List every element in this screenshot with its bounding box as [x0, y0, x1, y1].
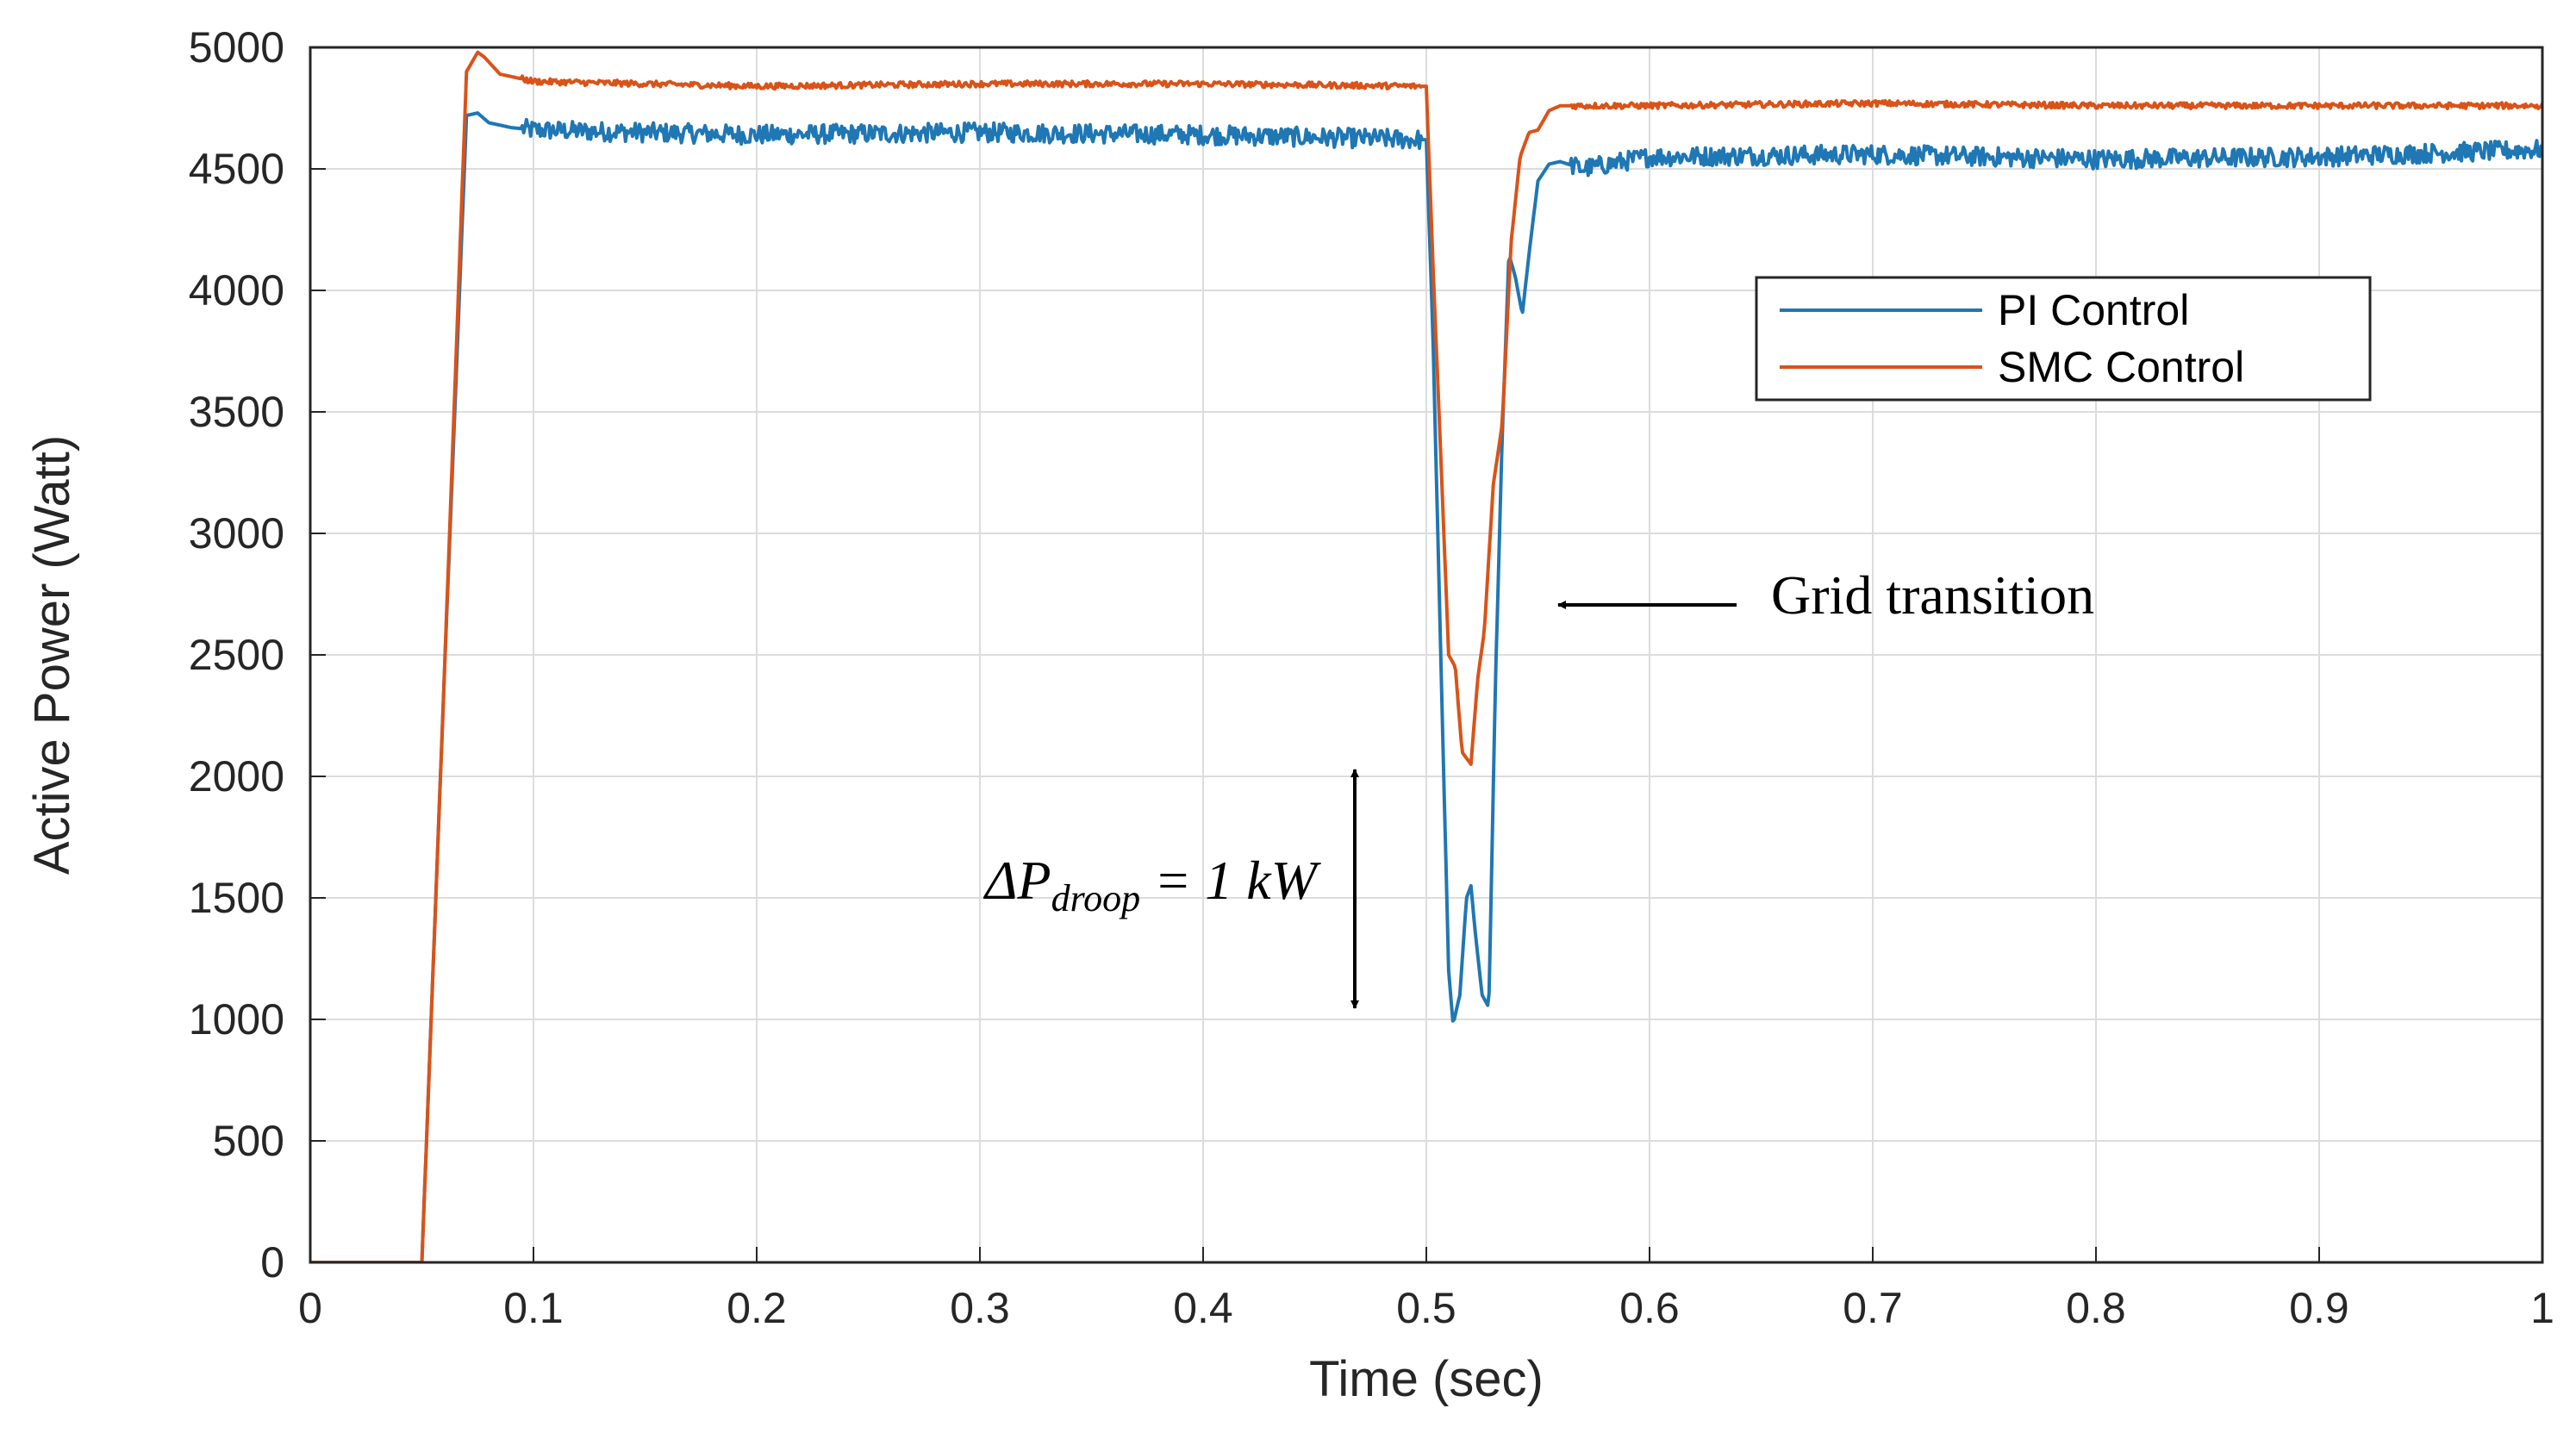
y-tick-label: 3000 [189, 509, 284, 558]
x-tick-label: 0.8 [2066, 1284, 2126, 1332]
droop-label-base: ΔP [982, 850, 1051, 911]
y-tick-label: 4500 [189, 145, 284, 193]
y-tick-label: 1500 [189, 874, 284, 922]
grid-transition-label: Grid transition [1771, 564, 2094, 626]
x-axis-label: Time (sec) [1309, 1351, 1544, 1407]
legend-label-smc: SMC Control [1998, 343, 2244, 391]
y-tick-label: 1000 [189, 995, 284, 1044]
droop-label: ΔPdroop = 1 kW [982, 850, 1322, 919]
x-tick-label: 0.7 [1843, 1284, 1903, 1332]
y-tick-label: 4000 [189, 266, 284, 315]
tick-labels: 0 0.1 0.2 0.3 0.4 0.5 0.6 0.7 0.8 0.9 1 0 500 1000 150… [189, 23, 2554, 1332]
series-line-smc [310, 50, 2542, 1262]
x-tick-label: 0.5 [1396, 1284, 1456, 1332]
y-axis-label: Active Power (Watt) [24, 435, 80, 875]
series-line-pi [310, 111, 2542, 1262]
droop-label-rest: = 1 kW [1140, 850, 1322, 911]
y-tick-label: 0 [260, 1238, 284, 1287]
y-tick-label: 500 [213, 1117, 284, 1165]
x-tick-label: 0.2 [727, 1284, 787, 1332]
y-tick-label: 5000 [189, 23, 284, 72]
x-tick-label: 0.6 [1619, 1284, 1680, 1332]
x-tick-label: 0.9 [2289, 1284, 2349, 1332]
series-group [310, 50, 2542, 1262]
x-tick-label: 0 [298, 1284, 322, 1332]
legend-label-pi: PI Control [1998, 286, 2189, 334]
droop-label-subscript: droop [1051, 877, 1141, 919]
y-tick-label: 3500 [189, 388, 284, 436]
x-tick-label: 0.4 [1173, 1284, 1233, 1332]
grid-lines [310, 47, 2542, 1262]
annotation-grid-transition: Grid transition [1557, 564, 2094, 626]
x-tick-label: 0.1 [503, 1284, 564, 1332]
x-tick-label: 1 [2530, 1284, 2554, 1332]
annotation-droop: ΔPdroop = 1 kW [982, 769, 1359, 1009]
y-tick-label: 2500 [189, 631, 284, 679]
x-tick-label: 0.3 [950, 1284, 1010, 1332]
legend-box [1755, 276, 2372, 402]
y-tick-label: 2000 [189, 752, 284, 801]
legend: PI Control SMC Control [1755, 276, 2372, 402]
